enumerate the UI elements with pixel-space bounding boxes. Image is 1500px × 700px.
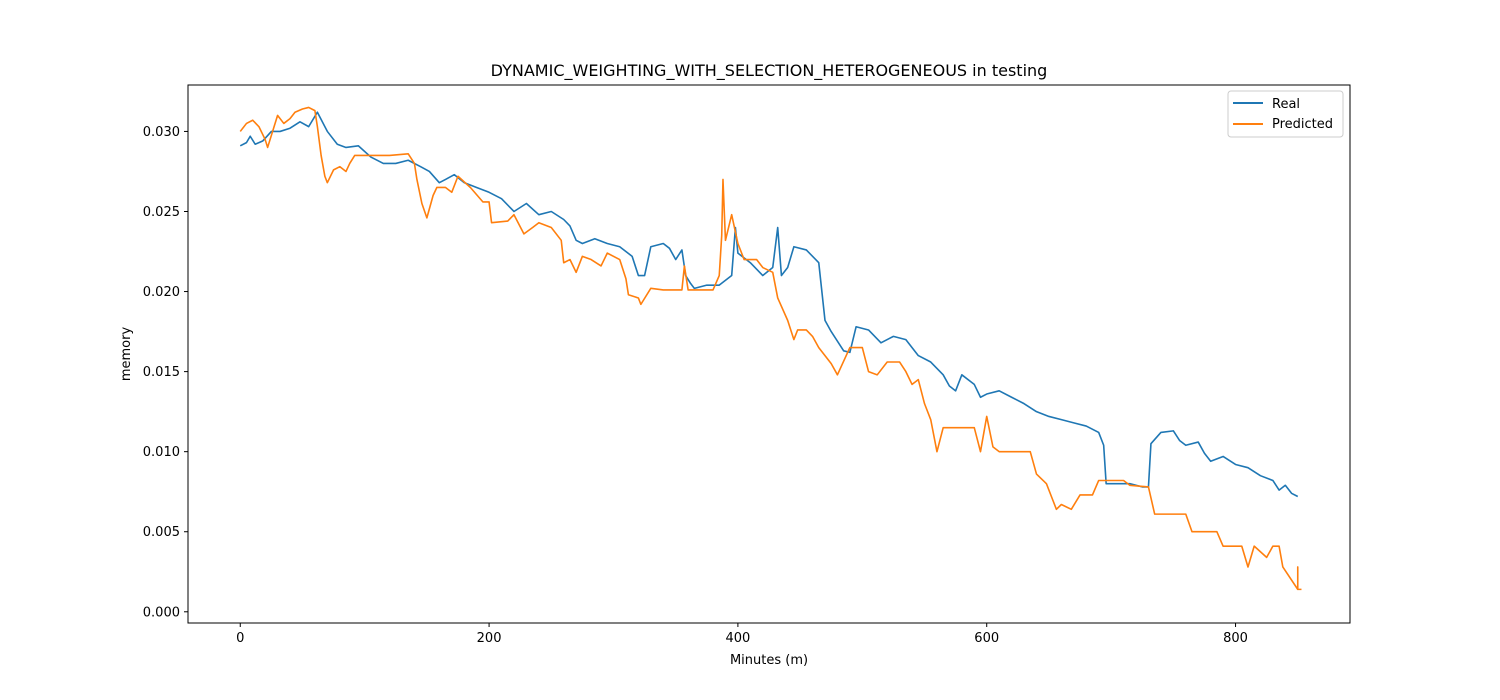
x-axis-label: Minutes (m) [730,653,808,668]
y-tick-label: 0.010 [143,445,180,460]
y-tick-label: 0.015 [143,365,180,380]
x-tick-label: 200 [477,631,502,646]
x-tick-label: 600 [974,631,999,646]
plot-frame [187,84,1351,624]
y-tick-label: 0.000 [143,605,180,620]
y-tick-label: 0.020 [143,285,180,300]
y-tick-label: 0.030 [143,125,180,140]
y-tick-label: 0.005 [143,525,180,540]
x-tick-label: 0 [236,631,244,646]
chart-title: DYNAMIC_WEIGHTING_WITH_SELECTION_HETEROG… [491,61,1048,81]
series-line-real [239,111,1299,498]
x-axis: 0 200 400 600 800 [236,623,1248,646]
legend-label-real: Real [1272,97,1300,112]
y-tick-label: 0.025 [143,205,180,220]
y-axis: 0.000 0.005 0.010 0.015 0.020 0.025 0.030 [143,125,188,620]
plot-area [239,106,1302,591]
x-tick-label: 400 [725,631,750,646]
legend-label-predicted: Predicted [1272,117,1333,132]
y-axis-label: memory [119,327,134,382]
series-line-predicted [239,106,1302,591]
x-tick-label: 800 [1223,631,1248,646]
legend: Real Predicted [1227,90,1344,138]
